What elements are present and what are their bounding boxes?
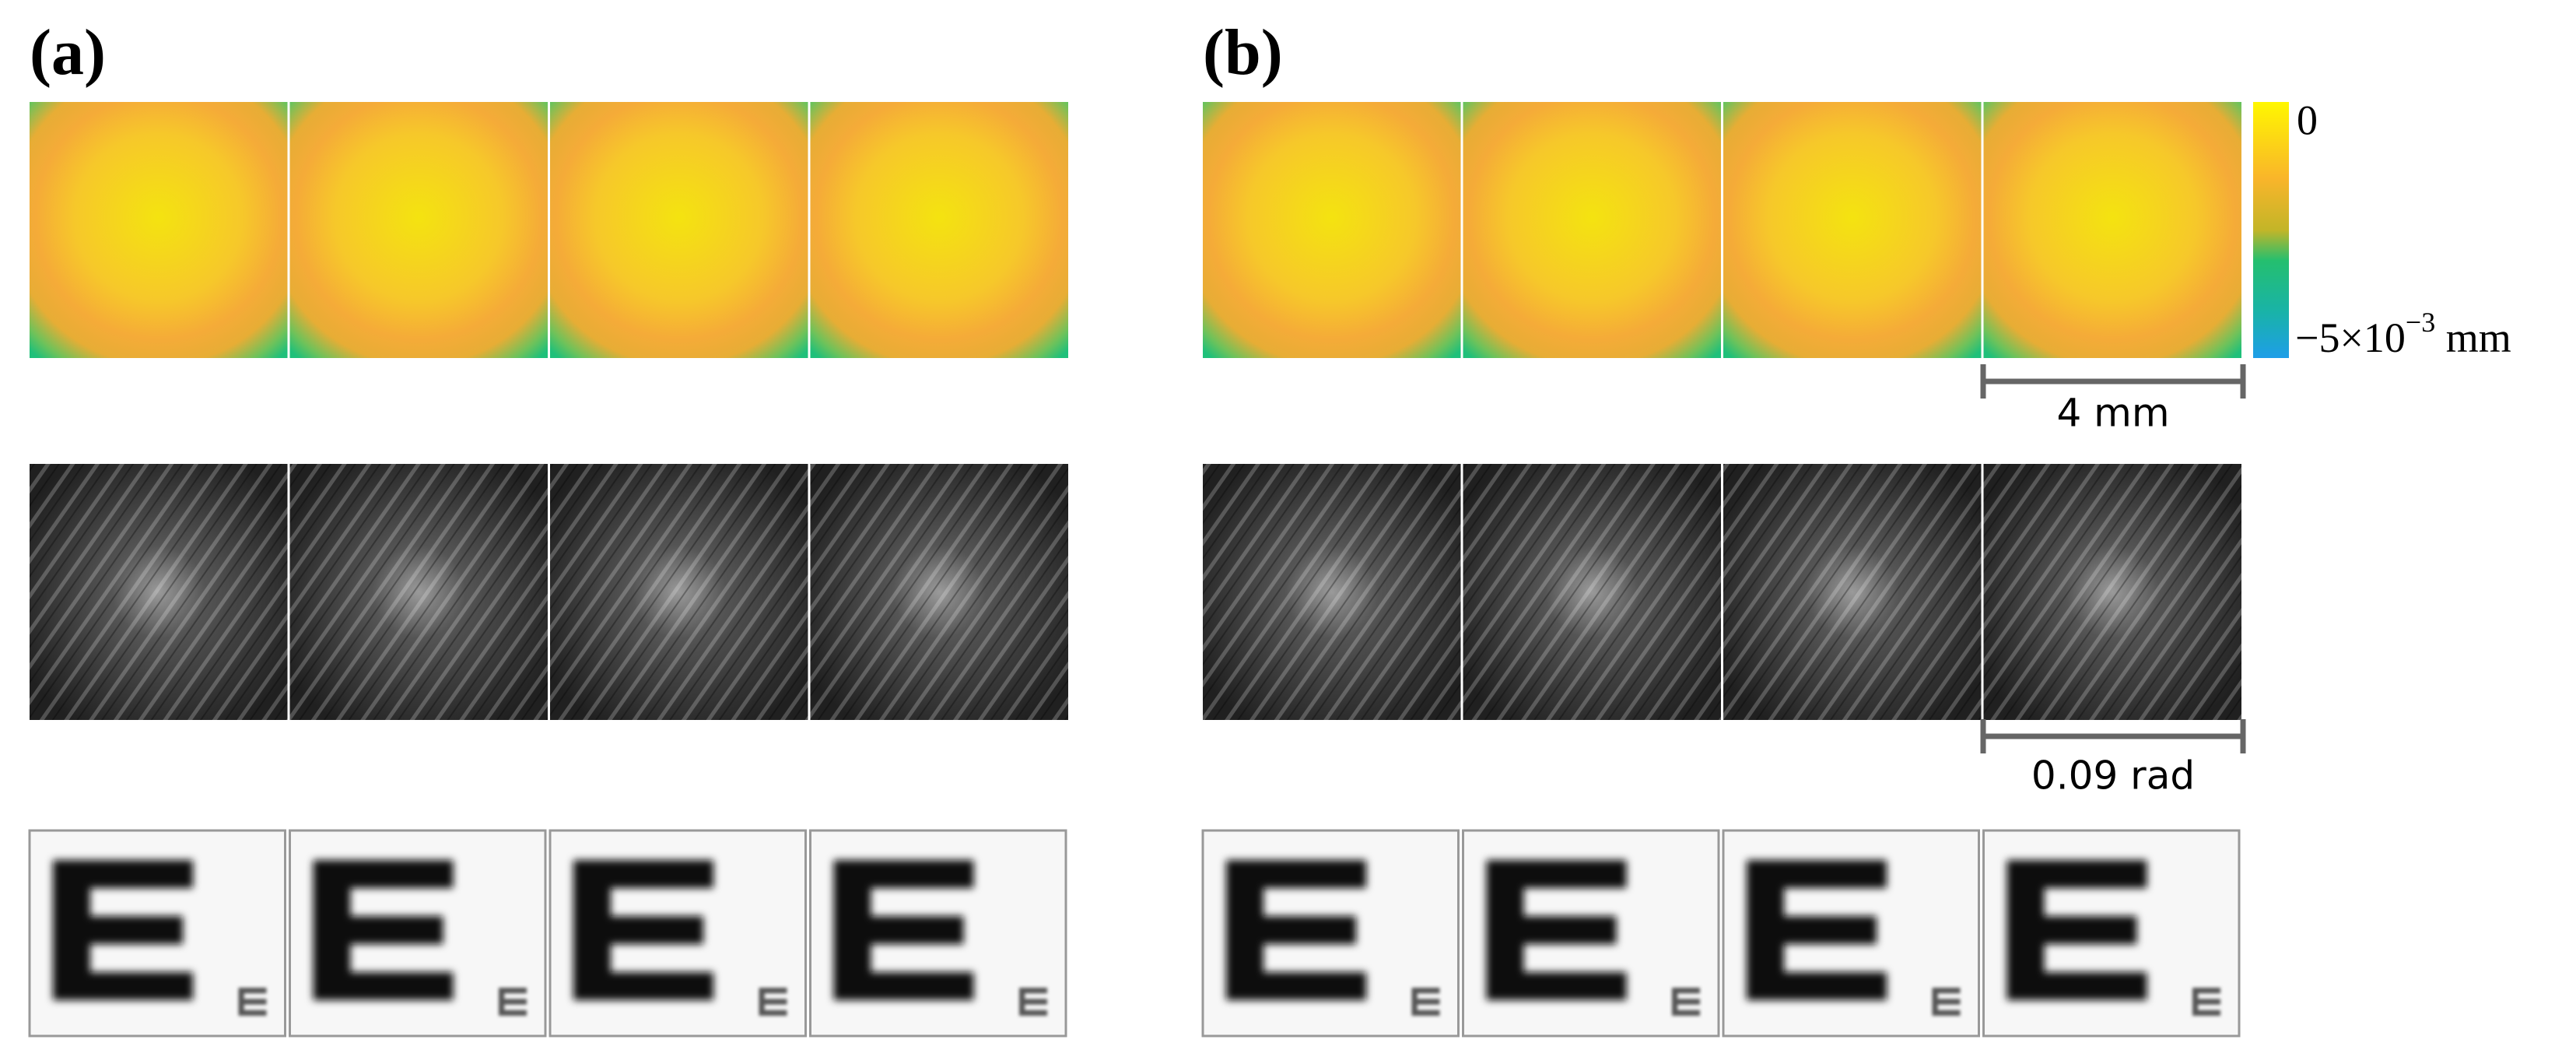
eye-chart-tile [809, 829, 1067, 1038]
colorbar-max: 0 [2297, 97, 2318, 143]
eye-chart-tile [289, 829, 547, 1038]
eye-chart-tile [1722, 829, 1980, 1038]
psf-texture [550, 464, 808, 720]
scale-bar-label: 4 mm [2056, 391, 2169, 436]
psf-texture [1463, 464, 1721, 720]
psf-texture [810, 464, 1068, 720]
letter-e [833, 860, 974, 1000]
letter-e-small [759, 988, 787, 1016]
eye-chart-tile [548, 829, 807, 1038]
colorbar-min-unit: mm [2435, 314, 2511, 361]
colorbar-min: −5×10−3 mm [2295, 307, 2511, 361]
psf-texture [1203, 464, 1461, 720]
wavefront-tile [1203, 102, 1461, 358]
letter-e-small [499, 988, 527, 1016]
letter-e-small [1019, 988, 1047, 1016]
letter-e [1747, 860, 1887, 1000]
wavefront-tile [1983, 102, 2241, 358]
letter-e-small [2192, 988, 2220, 1016]
colorbar-min-base: −5×10 [2295, 314, 2406, 361]
letter-e [53, 860, 193, 1000]
panel-label: (a) [30, 16, 106, 89]
wavefront-tile [289, 102, 548, 358]
colorbar [2253, 102, 2289, 358]
tiles [28, 102, 2241, 1038]
wavefront-tile [1463, 102, 1721, 358]
letter-e [313, 860, 454, 1000]
eye-chart-tile [1201, 829, 1460, 1038]
letter-e [1226, 860, 1366, 1000]
wavefront-tile [550, 102, 808, 358]
scale-bar [1980, 364, 2246, 753]
psf-texture [30, 464, 288, 720]
colorbar-min-exp: −3 [2406, 307, 2435, 338]
wavefront-tile [1723, 102, 1982, 358]
wavefront-tile [810, 102, 1068, 358]
letter-e [1486, 860, 1627, 1000]
letter-e-small [238, 988, 267, 1016]
letter-e-small [1672, 988, 1700, 1016]
psf-texture [1723, 464, 1982, 720]
eye-chart-tile [28, 829, 286, 1038]
letter-e-small [1411, 988, 1440, 1016]
letter-e-small [1932, 988, 1961, 1016]
letter-e [573, 860, 713, 1000]
eye-chart-tile [1982, 829, 2241, 1038]
psf-texture [289, 464, 548, 720]
wavefront-tile [30, 102, 288, 358]
panel-label: (b) [1203, 16, 1283, 89]
psf-texture [1983, 464, 2241, 720]
letter-e [2006, 860, 2147, 1000]
scale-bar-label: 0.09 rad [2031, 753, 2195, 799]
eye-chart-tile [1462, 829, 1720, 1038]
